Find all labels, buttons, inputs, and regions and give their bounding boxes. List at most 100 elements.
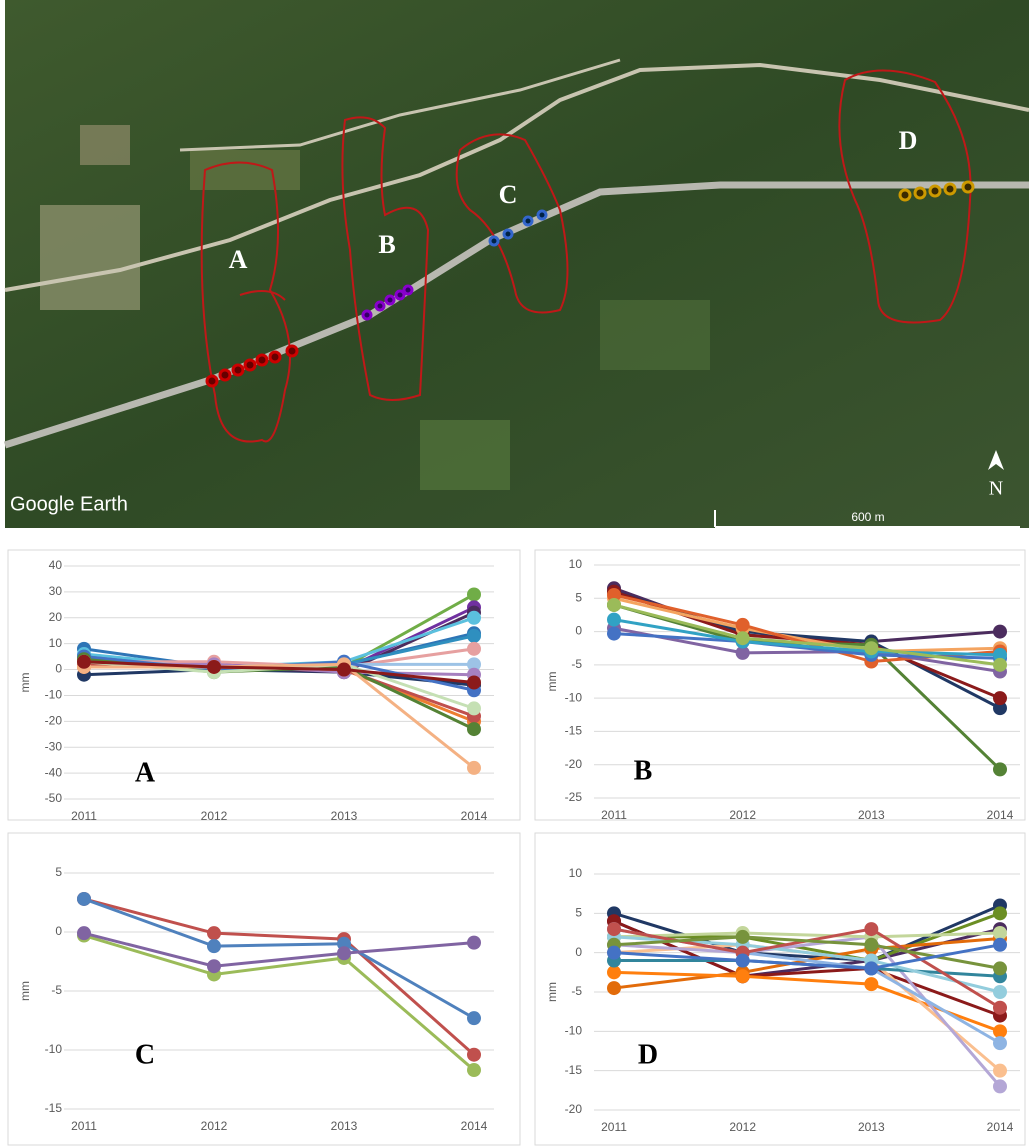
panel-label: A [135,757,156,788]
data-point [736,954,750,968]
data-point [607,613,621,627]
y-tick-label: -10 [45,1042,63,1056]
data-point [467,761,481,775]
area-label: A [229,245,248,274]
y-tick-label: -10 [45,688,63,702]
x-tick-label: 2011 [71,1119,97,1133]
y-tick-label: -5 [571,984,582,998]
y-tick-label: -15 [45,1101,63,1115]
y-tick-label: -40 [45,765,63,779]
data-point [736,930,750,944]
x-tick-label: 2013 [331,1119,358,1133]
x-tick-label: 2013 [858,808,885,822]
y-tick-label: 40 [49,558,63,572]
y-tick-label: 10 [569,557,583,571]
x-tick-label: 2012 [729,1120,756,1134]
data-point [993,1001,1007,1015]
data-point [467,629,481,643]
data-point [736,631,750,645]
area-label: B [378,230,395,259]
data-point [77,892,91,906]
data-point [467,936,481,950]
brand: Google Earth [10,493,128,515]
satellite-map: A B C D Google Earth N 600 m [5,0,1029,528]
area-label: C [499,180,518,209]
x-tick-label: 2011 [601,808,627,822]
data-point [467,1048,481,1062]
data-point [864,641,878,655]
y-tick-label: 0 [575,945,582,959]
y-tick-label: 0 [55,924,62,938]
data-point [77,926,91,940]
x-tick-label: 2013 [331,809,358,823]
y-tick-label: -20 [45,714,63,728]
data-point [993,658,1007,672]
data-point [467,611,481,625]
y-tick-label: -20 [565,757,583,771]
y-tick-label: 5 [575,590,582,604]
data-point [207,926,221,940]
data-point [993,1064,1007,1078]
north-label: N [989,478,1003,500]
panel-label: B [634,755,653,786]
data-point [467,701,481,715]
x-tick-label: 2012 [201,1119,228,1133]
scale-label: 600 m [851,510,884,524]
data-point [993,1079,1007,1093]
data-point [207,660,221,674]
data-point [993,1036,1007,1050]
y-axis-label: mm [545,982,559,1002]
data-point [467,1011,481,1025]
data-point [467,722,481,736]
data-point [864,922,878,936]
data-point [607,627,621,641]
y-tick-label: 10 [569,866,583,880]
x-tick-label: 2011 [71,809,97,823]
data-point [864,938,878,952]
data-point [993,938,1007,952]
y-tick-label: 10 [49,636,63,650]
y-tick-label: -50 [45,791,63,805]
area-label: D [899,126,918,155]
figure: A B C D Google Earth N 600 m -50-40-30-2… [0,0,1029,1148]
y-tick-label: 20 [49,610,63,624]
data-point [736,618,750,632]
data-point [607,946,621,960]
y-tick-label: -15 [565,724,583,738]
panel-border [8,833,520,1145]
x-tick-label: 2013 [858,1120,885,1134]
x-tick-label: 2011 [601,1120,627,1134]
data-point [993,691,1007,705]
y-tick-label: 5 [575,906,582,920]
y-tick-label: 30 [49,584,63,598]
data-point [993,906,1007,920]
data-point [467,642,481,656]
data-point [607,922,621,936]
data-point [467,1063,481,1077]
x-tick-label: 2012 [201,809,228,823]
data-point [337,946,351,960]
y-tick-label: -10 [565,1024,583,1038]
x-tick-label: 2014 [461,1119,488,1133]
data-point [864,961,878,975]
y-axis-label: mm [545,672,559,692]
y-tick-label: -25 [565,790,583,804]
x-tick-label: 2014 [987,1120,1014,1134]
data-point [77,655,91,669]
data-point [736,969,750,983]
data-point [467,676,481,690]
y-tick-label: -20 [565,1102,583,1116]
y-tick-label: -10 [565,690,583,704]
data-point [607,981,621,995]
data-point [207,939,221,953]
chart-panel: -20-15-10-505102011201220132014mmD [535,833,1025,1145]
y-axis-label: mm [18,981,32,1001]
x-tick-label: 2014 [461,809,488,823]
y-tick-label: -5 [51,983,62,997]
data-point [207,959,221,973]
data-point [993,985,1007,999]
data-point [607,598,621,612]
